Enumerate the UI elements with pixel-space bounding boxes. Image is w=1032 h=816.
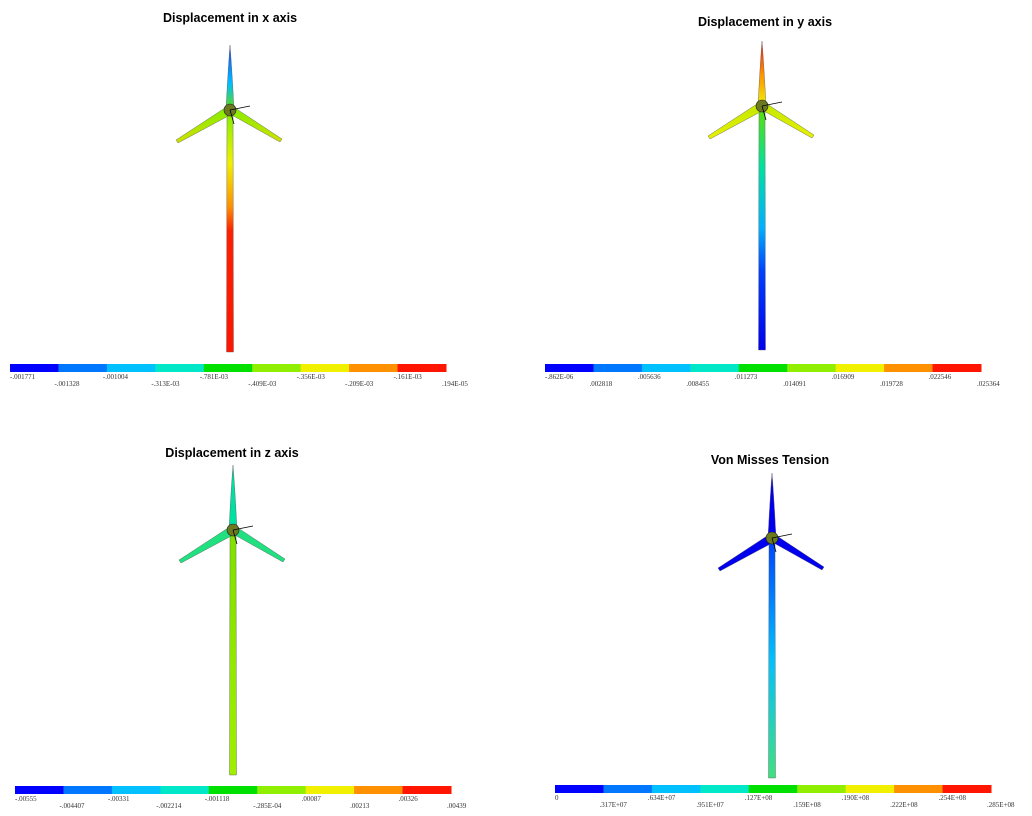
legend-label: .194E-05 <box>442 380 468 388</box>
tower <box>230 530 237 775</box>
blade <box>226 45 234 110</box>
legend-band <box>306 786 355 794</box>
blade <box>708 102 764 139</box>
legend-band <box>749 785 798 793</box>
legend-label: .014091 <box>783 380 806 388</box>
legend-label: -.001004 <box>103 373 129 381</box>
tower <box>769 538 776 778</box>
blade <box>768 473 776 538</box>
legend-band <box>943 785 992 793</box>
legend-label: .005636 <box>638 373 661 381</box>
legend-label: -.285E-04 <box>253 802 282 810</box>
legend-label: .00087 <box>302 795 322 803</box>
legend-band <box>257 786 306 794</box>
legend-band <box>700 785 749 793</box>
legend-band <box>58 364 107 372</box>
legend-band <box>349 364 398 372</box>
legend-label: -.356E-03 <box>297 373 326 381</box>
blade <box>758 41 766 106</box>
legend-band <box>836 364 885 372</box>
blade <box>762 102 814 138</box>
legend-label: .019728 <box>880 380 903 388</box>
figure: Displacement in x axis Displacement in y… <box>0 0 1032 816</box>
legend-band <box>160 786 209 794</box>
legend-band <box>403 786 452 794</box>
legend-label: -.002214 <box>156 802 182 810</box>
legend-band <box>354 786 403 794</box>
legend-label: .011273 <box>735 373 758 381</box>
legend-label: .634E+07 <box>648 794 676 802</box>
legend-label: -.161E-03 <box>394 373 423 381</box>
legend-band <box>690 364 739 372</box>
legend-band <box>555 785 604 793</box>
legend-band <box>107 364 156 372</box>
legend-band <box>652 785 701 793</box>
legend-band <box>545 364 594 372</box>
legend-label: -.209E-03 <box>345 380 374 388</box>
panel-title: Displacement in y axis <box>698 15 832 29</box>
legend-band <box>209 786 258 794</box>
legend-band <box>63 786 112 794</box>
legend-label: .254E+08 <box>939 794 967 802</box>
legend-label: .00326 <box>399 795 419 803</box>
legend-band <box>10 364 59 372</box>
legend-band <box>301 364 350 372</box>
legend-label: .016909 <box>832 373 855 381</box>
legend-label: .285E+08 <box>987 801 1015 809</box>
legend-label: -.781E-03 <box>200 373 229 381</box>
legend-band <box>593 364 642 372</box>
legend-label: .222E+08 <box>890 801 918 809</box>
legend-label: -.409E-03 <box>248 380 277 388</box>
legend-band <box>884 364 933 372</box>
legend-band <box>846 785 895 793</box>
legend-band <box>739 364 788 372</box>
legend-band <box>894 785 943 793</box>
legend-label: .00213 <box>350 802 370 810</box>
legend-band <box>797 785 846 793</box>
legend-label: .022546 <box>929 373 952 381</box>
legend-label: .317E+07 <box>599 801 627 809</box>
legend-band <box>112 786 161 794</box>
legend-band <box>398 364 447 372</box>
legend-label: -.004407 <box>59 802 85 810</box>
legend-label: -.001118 <box>205 795 230 803</box>
blade <box>718 534 774 571</box>
panel-title: Displacement in z axis <box>165 446 298 460</box>
legend-band <box>252 364 301 372</box>
blade <box>229 465 237 530</box>
blade <box>176 106 232 143</box>
legend-label: .190E+08 <box>842 794 870 802</box>
legend-label: -.001771 <box>10 373 36 381</box>
legend-label: -.313E-03 <box>151 380 180 388</box>
blade <box>233 526 285 562</box>
legend-label: -.00331 <box>108 795 130 803</box>
blade <box>230 106 282 142</box>
legend-label: .951E+07 <box>696 801 724 809</box>
tower <box>759 106 766 350</box>
legend-band <box>603 785 652 793</box>
legend-band <box>204 364 253 372</box>
blade <box>179 526 235 563</box>
legend-band <box>155 364 204 372</box>
legend-label: .025364 <box>977 380 1000 388</box>
blade <box>772 534 824 570</box>
legend-label: .127E+08 <box>745 794 773 802</box>
tower <box>227 110 234 352</box>
legend-band <box>642 364 691 372</box>
legend-band <box>787 364 836 372</box>
panel-title: Von Misses Tension <box>711 453 829 467</box>
legend-label: .008455 <box>686 380 709 388</box>
panel-title: Displacement in x axis <box>163 11 297 25</box>
legend-label: .00439 <box>447 802 467 810</box>
legend-band <box>933 364 982 372</box>
legend-band <box>15 786 64 794</box>
legend-label: -.00555 <box>15 795 37 803</box>
legend-label: 0 <box>555 794 559 802</box>
legend-label: .159E+08 <box>793 801 821 809</box>
legend-label: .002818 <box>589 380 612 388</box>
legend-label: -.001328 <box>54 380 80 388</box>
legend-label: -.862E-06 <box>545 373 574 381</box>
